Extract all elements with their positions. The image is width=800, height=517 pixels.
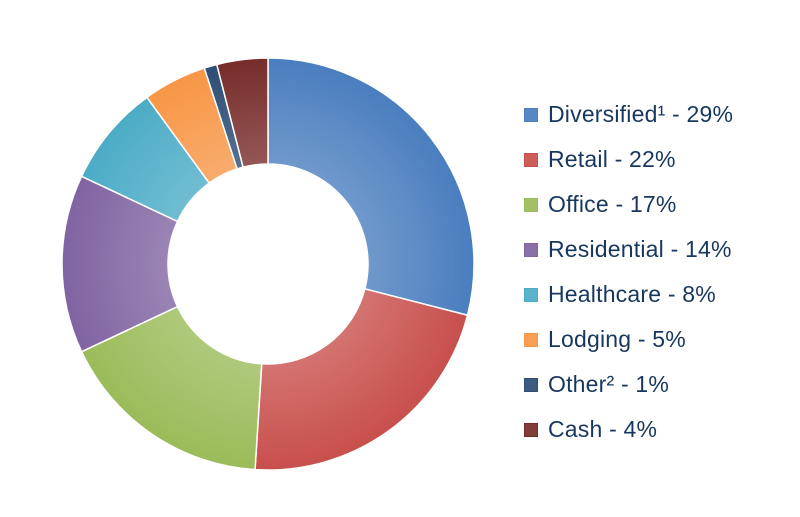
legend-swatch [524,152,538,167]
legend-item-cash: Cash - 4% [524,407,733,452]
legend-item-healthcare: Healthcare - 8% [524,272,733,317]
legend-item-residential: Residential - 14% [524,227,733,272]
legend-swatch [524,377,538,392]
legend-label: Residential - 14% [548,236,732,262]
slice-retail [254,288,469,471]
donut-chart [61,57,475,471]
slice-residential [61,175,179,353]
legend-label: Office - 17% [548,191,677,217]
legend-item-diversified: Diversified¹ - 29% [524,92,733,137]
legend-swatch [524,107,538,122]
legend-label: Healthcare - 8% [548,281,716,307]
legend-label: Lodging - 5% [548,326,686,352]
chart-legend: Diversified¹ - 29% Retail - 22% Office - 1… [524,92,733,452]
donut-slices [61,57,475,471]
slice-cash [216,57,269,168]
legend-swatch [524,422,538,437]
legend-swatch [524,242,538,257]
legend-item-retail: Retail - 22% [524,137,733,182]
legend-label: Diversified¹ - 29% [548,101,734,127]
legend-swatch [524,287,538,302]
legend-label: Retail - 22% [548,146,676,172]
slice-office [80,305,263,471]
slice-diversified [267,57,475,316]
legend-item-lodging: Lodging - 5% [524,317,733,362]
legend-swatch [524,197,538,212]
legend-label: Cash - 4% [548,416,658,442]
legend-label: Other² - 1% [548,371,670,397]
legend-item-office: Office - 17% [524,182,733,227]
legend-swatch [524,332,538,347]
legend-item-other: Other² - 1% [524,362,733,407]
